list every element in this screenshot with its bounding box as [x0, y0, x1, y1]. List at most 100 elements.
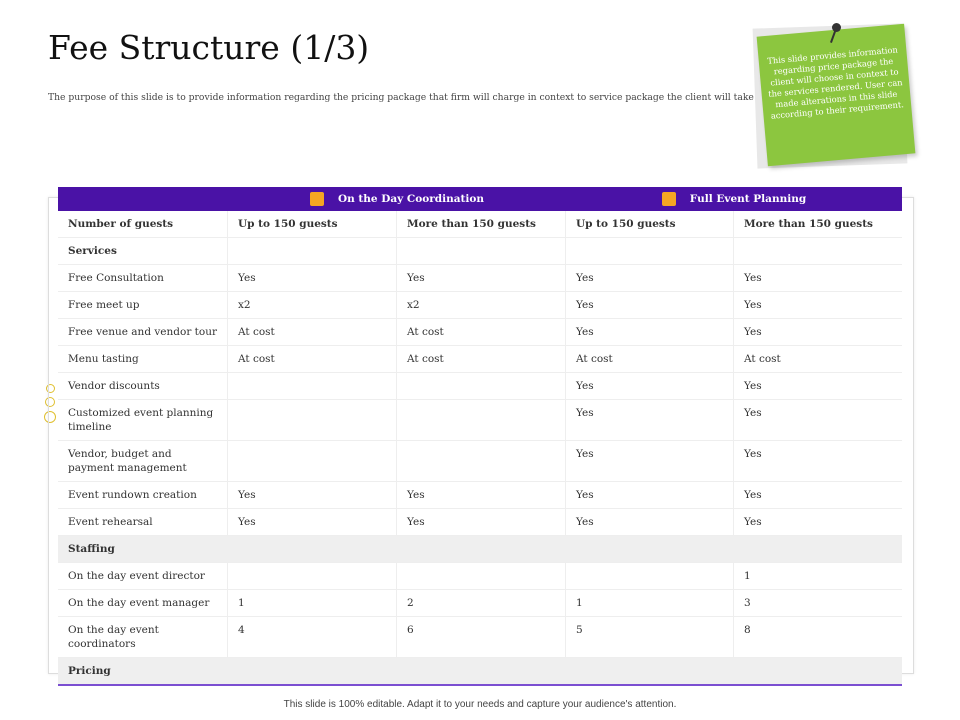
- table-cell: 1: [228, 590, 397, 616]
- row-label: Free Consultation: [58, 265, 228, 291]
- table-cell: 6: [397, 617, 566, 657]
- table-cell: Yes: [744, 299, 762, 311]
- table-cell: [228, 238, 397, 264]
- table-cell: Yes: [228, 265, 397, 291]
- table-cell: 1: [566, 590, 734, 616]
- table-cell: [228, 658, 397, 684]
- table-cell: Yes: [566, 400, 734, 440]
- column-header: Up to 150 guests: [566, 211, 734, 237]
- section-row: Services: [58, 238, 902, 265]
- footer-text: This slide is 100% editable. Adapt it to…: [283, 699, 677, 710]
- table-row: Free venue and vendor tour At cost At cost…: [58, 319, 902, 346]
- table-cell: x2: [397, 292, 566, 318]
- pin-icon: [832, 23, 841, 32]
- table-row: Event rehearsal Yes Yes Yes Yes: [58, 509, 902, 536]
- table-cell: x2: [228, 292, 397, 318]
- table-cell: [734, 238, 902, 264]
- group-full-event-planning: Full Event Planning: [566, 187, 902, 211]
- column-header: Number of guests: [58, 211, 228, 237]
- table-cell: [397, 373, 566, 399]
- table-cell: [228, 563, 397, 589]
- page-title: Fee Structure (1/3): [48, 28, 370, 67]
- table-cell: Yes: [566, 441, 734, 481]
- table-cell: Yes: [566, 319, 734, 345]
- group-label: Full Event Planning: [689, 193, 807, 205]
- table-cell: 5: [566, 617, 734, 657]
- table-cell: Yes: [228, 482, 397, 508]
- table-cell: Yes: [397, 482, 566, 508]
- table-cell: At cost: [566, 346, 734, 372]
- page-subtitle: The purpose of this slide is to provide …: [48, 92, 754, 103]
- table-cell: At cost: [397, 319, 566, 345]
- table-cell: [397, 400, 566, 440]
- table-cell: Yes: [744, 272, 762, 284]
- table-cell: [228, 400, 397, 440]
- row-label: On the day event director: [58, 563, 228, 589]
- table-cell: Yes: [744, 448, 762, 460]
- table-row: On the day event manager 1 2 1 3: [58, 590, 902, 617]
- table-cell: [228, 373, 397, 399]
- table-row: On the day event coordinators 4 6 5 8: [58, 617, 902, 658]
- sticky-note: This slide provides information regardin…: [756, 23, 916, 167]
- table-cell: Yes: [744, 516, 762, 528]
- group-label: On the Day Coordination: [337, 193, 485, 205]
- person-calendar-icon: [661, 192, 676, 206]
- table-row: Free Consultation Yes Yes Yes Yes: [58, 265, 902, 292]
- fee-table: On the Day Coordination Full Event Plann…: [58, 187, 902, 686]
- table-cell: At cost: [397, 346, 566, 372]
- table-cell: [566, 238, 734, 264]
- table-cell: Yes: [744, 380, 762, 392]
- table-cell: At cost: [228, 319, 397, 345]
- circle-decoration-icon: [45, 397, 55, 407]
- table-cell: [397, 658, 566, 684]
- circle-decoration-icon: [44, 411, 56, 423]
- row-label: Menu tasting: [58, 346, 228, 372]
- column-header: More than 150 guests: [744, 218, 873, 230]
- table-row: Menu tasting At cost At cost At cost At cost: [58, 346, 902, 373]
- table-cell: Yes: [744, 489, 762, 501]
- row-label: Customized event planning timeline: [58, 400, 228, 440]
- table-row: Free meet up x2 x2 Yes Yes: [58, 292, 902, 319]
- table-cell: [566, 658, 734, 684]
- table-cell: [566, 563, 734, 589]
- hierarchy-icon: [309, 192, 324, 206]
- table-cell: At cost: [744, 353, 781, 365]
- table-cell: 2: [397, 590, 566, 616]
- column-header-row: Number of guests Up to 150 guests More t…: [58, 211, 902, 238]
- table-cell: [734, 536, 902, 562]
- table-cell: [228, 536, 397, 562]
- table-row: On the day event director 1: [58, 563, 902, 590]
- table-cell: [397, 441, 566, 481]
- section-label: Staffing: [68, 543, 115, 555]
- column-header: More than 150 guests: [397, 211, 566, 237]
- table-cell: 1: [744, 570, 751, 582]
- table-cell: [734, 658, 902, 684]
- row-label: On the day event coordinators: [58, 617, 228, 657]
- table-cell: Yes: [228, 509, 397, 535]
- table-cell: Yes: [566, 373, 734, 399]
- section-row: Pricing: [58, 658, 902, 686]
- group-on-the-day-coordination: On the Day Coordination: [228, 187, 566, 211]
- table-cell: [228, 441, 397, 481]
- table-cell: Yes: [744, 326, 762, 338]
- table-cell: Yes: [566, 265, 734, 291]
- table-cell: At cost: [228, 346, 397, 372]
- table-cell: 8: [744, 624, 751, 636]
- table-row: Vendor discounts Yes Yes: [58, 373, 902, 400]
- table-cell: Yes: [566, 482, 734, 508]
- table-cell: Yes: [397, 509, 566, 535]
- table-row: Customized event planning timeline Yes Yes: [58, 400, 902, 441]
- row-label: Free meet up: [58, 292, 228, 318]
- column-header: Up to 150 guests: [228, 211, 397, 237]
- table-cell: Yes: [397, 265, 566, 291]
- table-cell: [397, 563, 566, 589]
- row-label: Free venue and vendor tour: [58, 319, 228, 345]
- table-row: Event rundown creation Yes Yes Yes Yes: [58, 482, 902, 509]
- table-cell: Yes: [566, 509, 734, 535]
- table-row: Vendor, budget and payment management Yes…: [58, 441, 902, 482]
- section-row: Staffing: [58, 536, 902, 563]
- table-cell: Yes: [744, 407, 762, 419]
- table-cell: 4: [228, 617, 397, 657]
- section-label: Services: [58, 238, 228, 264]
- row-label: Event rehearsal: [58, 509, 228, 535]
